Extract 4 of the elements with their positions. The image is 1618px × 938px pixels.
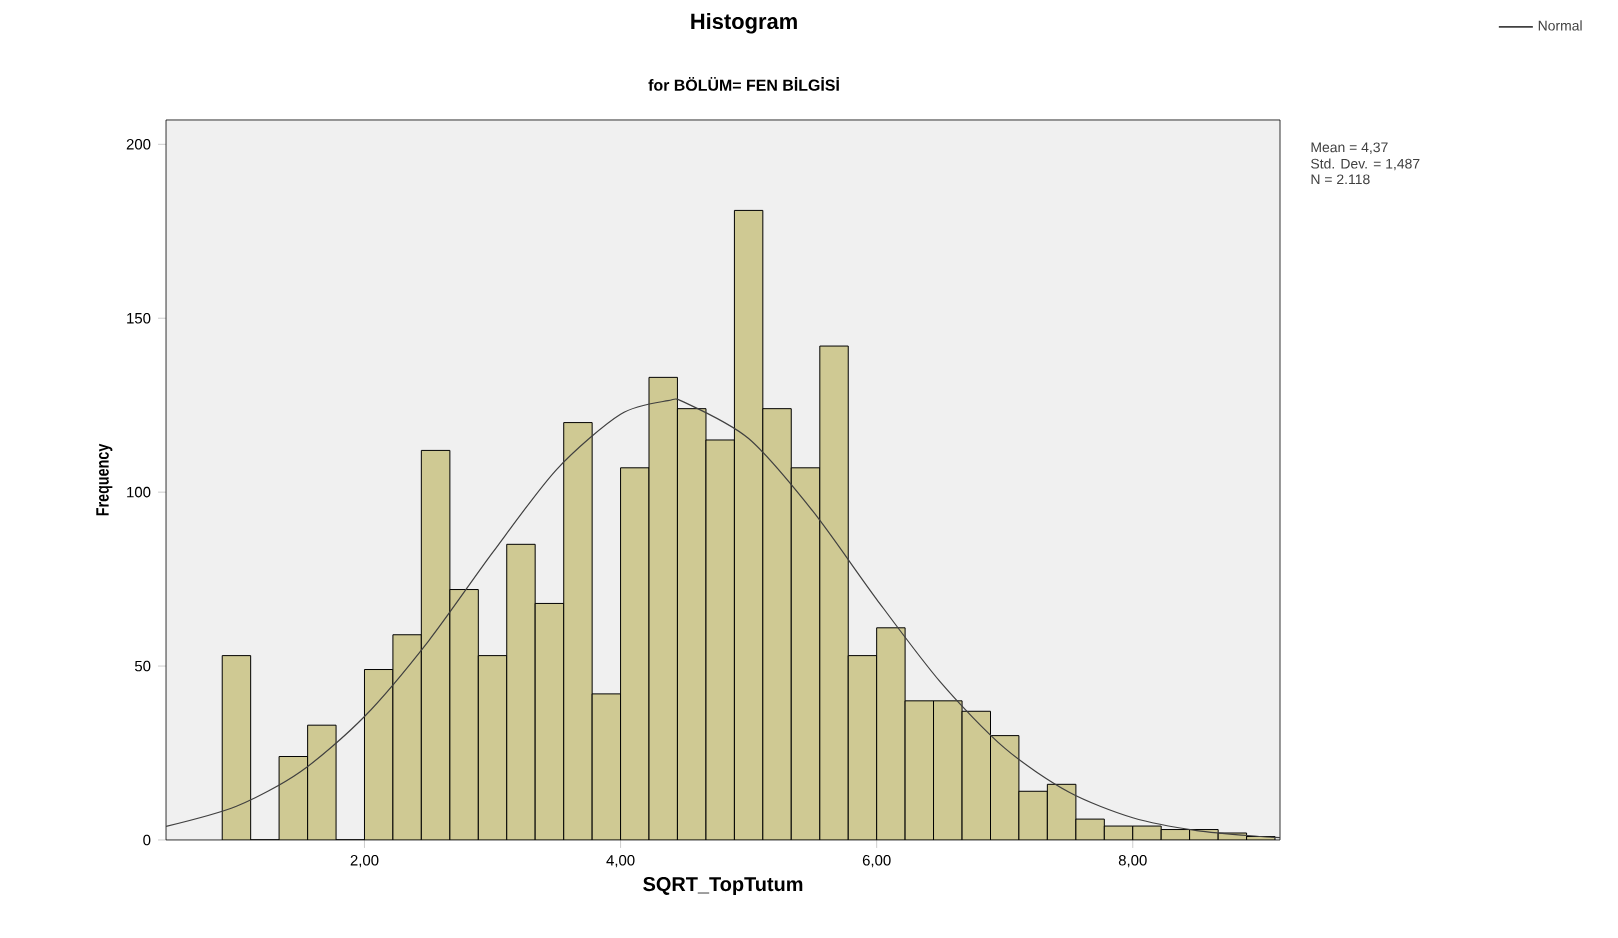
line-series	[166, 399, 1280, 839]
chart-title: Histogram	[691, 13, 797, 34]
x-axis-title: SQRT_TopTutum	[643, 877, 803, 896]
y-axis-title: Frequency	[96, 443, 113, 516]
